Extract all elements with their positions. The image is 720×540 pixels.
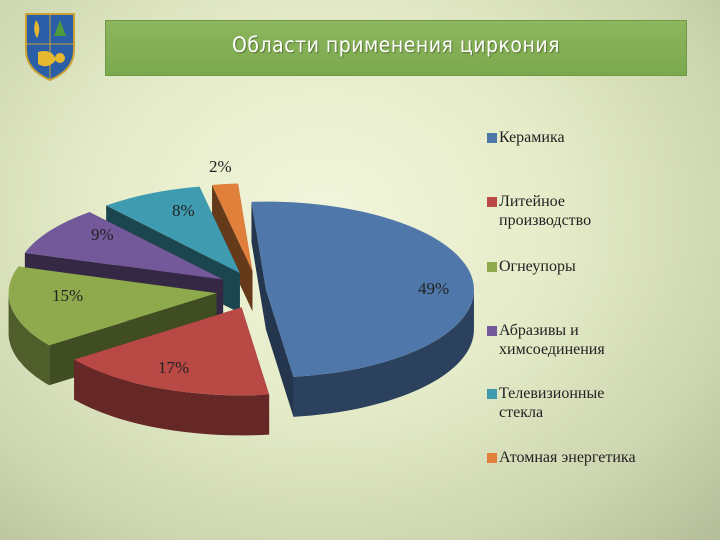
legend-label: Литейное производство — [499, 193, 592, 229]
title-bar: Области применения циркония — [105, 20, 687, 76]
legend-swatch — [487, 133, 497, 143]
legend-label: Керамика — [499, 129, 565, 146]
pie-slice-foundry — [74, 307, 270, 436]
legend-swatch — [487, 326, 497, 336]
legend-item-refractories: Огнеупоры — [487, 257, 576, 276]
legend-item-ceramics: Керамика — [487, 128, 565, 147]
legend-swatch — [487, 197, 497, 207]
legend-item-nuclear: Атомная энергетика — [487, 448, 636, 467]
pie-slice-nuclear — [212, 183, 253, 312]
legend-item-abrasives: Абразивы и химсоединения — [487, 321, 605, 359]
coat-of-arms-emblem — [25, 13, 75, 82]
legend-item-tv-glass: Телевизионные стекла — [487, 384, 604, 422]
legend-label: Атомная энергетика — [499, 449, 636, 466]
data-label-ceramics: 49% — [418, 279, 449, 298]
data-label-abrasives: 9% — [91, 225, 114, 244]
legend-label: Телевизионные стекла — [499, 385, 605, 421]
data-label-refractories: 15% — [52, 286, 83, 305]
chart-title: Области применения циркония — [232, 33, 560, 57]
data-label-foundry: 17% — [158, 358, 189, 377]
legend-label: Огнеупоры — [499, 258, 576, 275]
legend-swatch — [487, 453, 497, 463]
legend-swatch — [487, 389, 497, 399]
legend-swatch — [487, 262, 497, 272]
pie-slice-ceramics — [251, 201, 474, 417]
data-label-tv-glass: 8% — [172, 201, 195, 220]
legend-item-foundry: Литейное производство — [487, 192, 591, 230]
data-label-nuclear: 2% — [209, 157, 232, 176]
legend-label: Абразивы и химсоединения — [499, 322, 605, 358]
